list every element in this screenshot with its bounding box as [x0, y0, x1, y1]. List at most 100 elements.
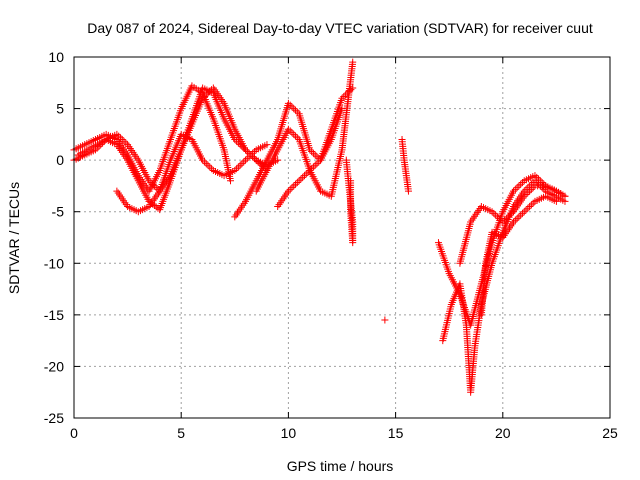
series-track-j [434, 172, 569, 329]
x-tick-label: 5 [177, 425, 185, 441]
data-point [204, 161, 212, 169]
data-point [340, 93, 348, 101]
data-point [488, 208, 496, 216]
data-point [520, 192, 528, 200]
data-point [292, 106, 300, 114]
data-point [343, 89, 351, 97]
series-track-d [113, 130, 271, 216]
data-point [529, 199, 537, 207]
y-tick-label: 5 [56, 101, 64, 117]
y-tick-label: -5 [52, 204, 65, 220]
x-tick-label: 10 [281, 425, 297, 441]
data-point [499, 218, 507, 226]
data-point [293, 178, 301, 186]
data-point [506, 211, 514, 219]
y-tick-label: -10 [44, 255, 64, 271]
data-point [286, 101, 294, 109]
x-tick-label: 25 [602, 425, 618, 441]
data-point [538, 184, 546, 192]
data-point [150, 182, 158, 190]
data-point [526, 203, 534, 211]
data-point [527, 185, 535, 193]
data-point [347, 86, 355, 94]
data-point [540, 185, 548, 193]
data-point [311, 161, 319, 169]
data-point [199, 94, 207, 102]
data-point [299, 173, 307, 181]
data-point [288, 129, 296, 137]
data-point [120, 137, 128, 145]
data-point [513, 215, 521, 223]
data-point [297, 175, 305, 183]
series-isolated [381, 316, 389, 324]
data-point [309, 149, 317, 157]
data-point [510, 218, 518, 226]
data-point [338, 94, 346, 102]
data-point [116, 134, 124, 142]
data-point [535, 180, 543, 188]
data-point [290, 182, 298, 190]
data-point [349, 84, 357, 92]
data-point [315, 158, 323, 166]
data-layer [70, 58, 569, 396]
x-tick-label: 0 [70, 425, 78, 441]
data-point [347, 177, 355, 185]
series-track-l [456, 182, 569, 267]
data-point [345, 87, 353, 95]
series-track-i [398, 136, 412, 195]
data-point [243, 154, 251, 162]
data-point [508, 209, 516, 217]
data-point [520, 208, 528, 216]
data-point [152, 203, 160, 211]
data-point [561, 192, 569, 200]
data-point [524, 189, 532, 197]
data-point [118, 136, 126, 144]
data-point [492, 211, 500, 219]
data-point [290, 105, 298, 113]
data-point [249, 149, 257, 157]
data-point [293, 108, 301, 116]
data-point [152, 184, 160, 192]
data-point [306, 166, 314, 174]
data-point [292, 180, 300, 188]
data-point [511, 216, 519, 224]
data-point [231, 166, 239, 174]
data-point [250, 154, 258, 162]
data-point [206, 163, 214, 171]
data-point [199, 156, 207, 164]
data-point [302, 170, 310, 178]
y-axis-label: SDTVAR / TECUs [6, 182, 22, 294]
data-point [286, 127, 294, 135]
data-point [147, 178, 155, 186]
x-axis-label: GPS time / hours [287, 458, 394, 474]
data-point [526, 187, 534, 195]
y-tick-label: -20 [44, 358, 64, 374]
data-point [552, 197, 560, 205]
data-point [308, 165, 316, 173]
data-point [304, 168, 312, 176]
data-point [288, 103, 296, 111]
series-track-m [477, 192, 560, 319]
data-point [115, 132, 123, 140]
data-point [515, 182, 523, 190]
data-point [504, 213, 512, 221]
data-point [490, 209, 498, 217]
data-point [511, 185, 519, 193]
data-point [149, 180, 157, 188]
data-point [234, 139, 242, 147]
data-point [234, 163, 242, 171]
data-point [295, 177, 303, 185]
x-tick-label: 20 [495, 425, 511, 441]
tick-layer: 0 5 10 15 20 25 10 5 0 -5 -10 -15 -20 -25 [44, 49, 618, 441]
data-point [206, 87, 214, 95]
data-point [522, 206, 530, 214]
data-point [502, 215, 510, 223]
data-point [286, 185, 294, 193]
data-point [202, 160, 210, 168]
data-point [522, 191, 530, 199]
plot-frame [73, 56, 611, 419]
data-point [236, 161, 244, 169]
data-point [288, 184, 296, 192]
data-point [501, 216, 509, 224]
